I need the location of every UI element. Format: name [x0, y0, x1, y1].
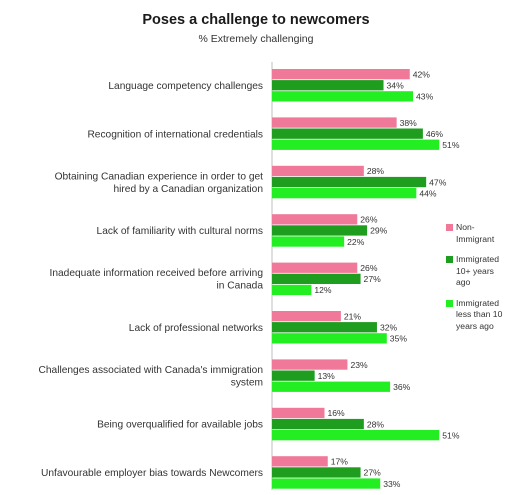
data-label: 44%: [419, 188, 437, 198]
bar-1: [272, 69, 410, 80]
chart-title: Poses a challenge to newcomers: [142, 12, 370, 28]
bar-3: [272, 333, 387, 344]
bar-1: [272, 214, 358, 225]
data-label: 13%: [318, 371, 336, 381]
category-label: Challenges associated with Canada's immi…: [39, 365, 264, 389]
legend-swatch: [446, 256, 453, 263]
bar-1: [272, 262, 358, 273]
bar-3: [272, 381, 391, 392]
bar-3: [272, 430, 440, 441]
bar-1: [272, 117, 397, 128]
legend-label: Immigrated: [456, 254, 499, 264]
legend-label: ago: [456, 277, 471, 287]
bar-1: [272, 456, 328, 467]
legend-label: 10+ years: [456, 265, 494, 276]
data-label: 51%: [442, 140, 460, 150]
data-label: 46%: [426, 129, 444, 139]
data-label: 22%: [347, 237, 365, 247]
data-label: 16%: [327, 408, 345, 418]
chart-subtitle: % Extremely challenging: [198, 33, 314, 45]
data-label: 34%: [387, 80, 405, 90]
category-label: Inadequate information received before a…: [50, 268, 264, 292]
legend-label: years ago: [456, 320, 494, 331]
data-label: 21%: [344, 311, 362, 321]
bar-1: [272, 165, 364, 177]
bar-3: [272, 236, 345, 247]
legend-label: Immigrant: [456, 233, 495, 244]
chart-legend: Non- Immigrant Immigrated 10+ years ago Immig…: [446, 222, 510, 341]
bar-1: [272, 359, 348, 370]
data-label: 43%: [416, 92, 434, 102]
data-label: 12%: [314, 285, 332, 295]
category-label: Being overqualified for available jobs: [97, 420, 263, 431]
data-label: 51%: [442, 430, 460, 440]
category-label: Recognition of international credentials: [87, 129, 263, 140]
bar-3: [272, 188, 417, 199]
bar-2: [272, 273, 361, 284]
bar-3: [272, 139, 440, 150]
data-label: 33%: [383, 479, 401, 489]
legend-label: less than 10: [456, 309, 503, 319]
bar-1: [272, 407, 325, 419]
bar-2: [272, 418, 364, 430]
legend-label: Immigrated: [456, 297, 499, 308]
data-label: 26%: [360, 263, 378, 273]
category-label: Lack of familiarity with cultural norms: [97, 226, 263, 237]
data-label: 27%: [364, 274, 382, 284]
data-label: 23%: [350, 360, 368, 370]
data-label: 38%: [400, 118, 418, 128]
legend-label: Non-: [456, 222, 475, 232]
legend-item: Immigrated less than 10 years ago: [446, 298, 510, 333]
data-label: 28%: [367, 419, 385, 429]
bar-2: [272, 467, 361, 478]
bar-2: [272, 370, 315, 381]
category-label: Obtaining Canadian experience in order t…: [55, 171, 264, 195]
bar-2: [272, 322, 377, 333]
bar-3: [272, 91, 414, 102]
data-label: 17%: [331, 457, 349, 467]
category-label: Lack of professional networks: [129, 323, 263, 334]
legend-item: Non- Immigrant: [446, 222, 510, 245]
category-label: Unfavourable employer bias towards Newco…: [41, 468, 263, 479]
bar-2: [272, 225, 368, 236]
data-label: 35%: [390, 334, 408, 344]
data-label: 47%: [429, 177, 447, 187]
data-label: 26%: [360, 215, 378, 225]
bar-1: [272, 311, 341, 322]
data-label: 42%: [413, 69, 431, 79]
bar-2: [272, 176, 427, 188]
legend-item: Immigrated 10+ years ago: [446, 254, 510, 289]
data-label: 32%: [380, 322, 398, 332]
bar-3: [272, 478, 381, 489]
bar-3: [272, 284, 312, 296]
data-label: 28%: [367, 166, 385, 176]
legend-swatch: [446, 299, 453, 307]
data-label: 27%: [364, 468, 382, 478]
data-label: 29%: [370, 226, 388, 236]
legend-swatch: [446, 224, 453, 231]
bar-2: [272, 128, 423, 139]
bar-2: [272, 80, 384, 91]
category-label: Language competency challenges: [108, 81, 263, 92]
data-label: 36%: [393, 382, 411, 392]
